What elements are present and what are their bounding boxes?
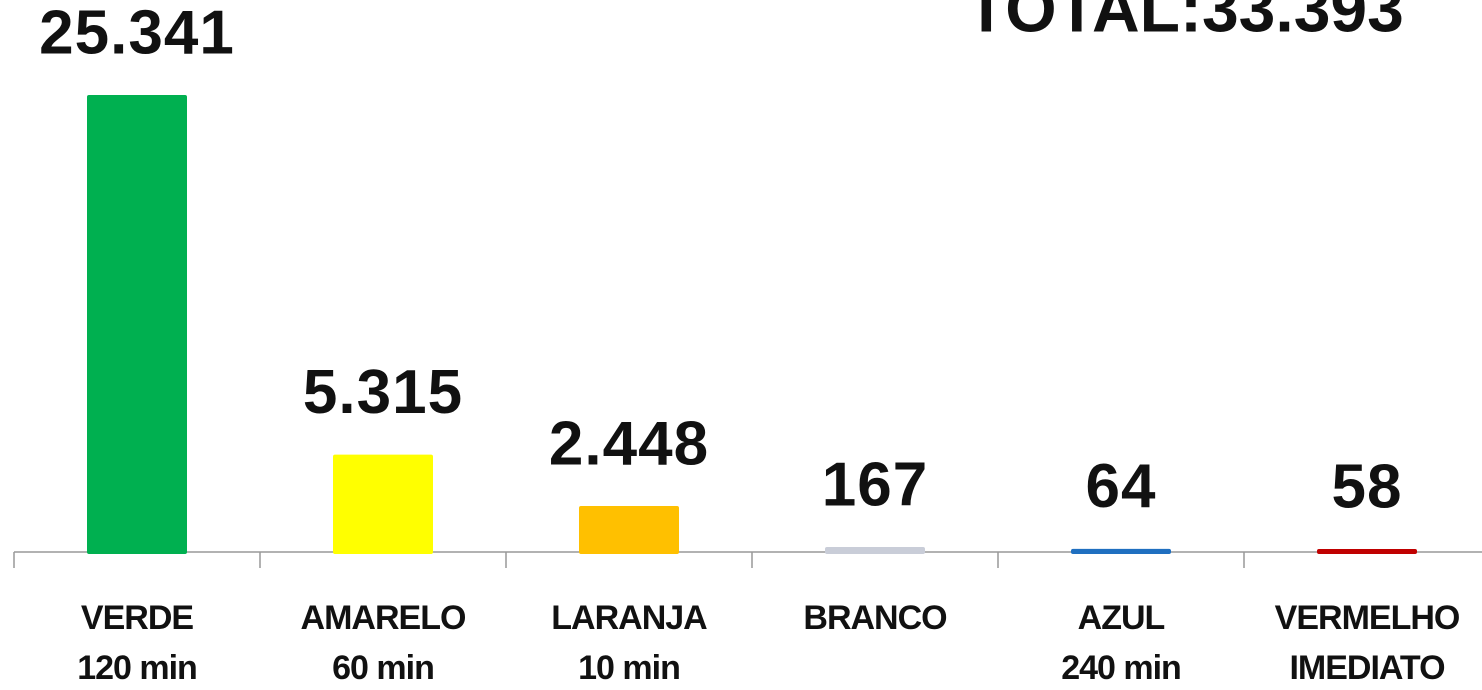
- bar: [87, 95, 187, 554]
- x-tick-label: VERMELHO: [1275, 599, 1460, 637]
- x-tick-label: AZUL: [1078, 599, 1165, 637]
- x-tick-label: AMARELO: [301, 599, 466, 637]
- bar: [1071, 548, 1171, 555]
- x-tick-label: BRANCO: [803, 599, 947, 637]
- x-tick-label: VERDE: [81, 599, 193, 637]
- x-tick-label: 10 min: [578, 649, 680, 687]
- x-tick-label: LARANJA: [551, 599, 707, 637]
- value-label: 167: [822, 450, 928, 519]
- total-annotation: TOTAL:33.393: [966, 0, 1404, 45]
- value-label: 2.448: [549, 409, 709, 478]
- value-label: 58: [1332, 452, 1403, 521]
- x-tick-label: 240 min: [1061, 649, 1181, 687]
- bar: [825, 547, 925, 555]
- value-label: 5.315: [303, 358, 463, 427]
- x-tick-label: IMEDIATO: [1289, 649, 1445, 687]
- bar: [579, 506, 679, 554]
- bar: [1317, 548, 1417, 555]
- value-label: 64: [1086, 452, 1157, 521]
- bar: [333, 454, 433, 555]
- x-tick-label: 60 min: [332, 649, 434, 687]
- value-label: 25.341: [39, 0, 235, 67]
- x-tick-label: 120 min: [77, 649, 197, 687]
